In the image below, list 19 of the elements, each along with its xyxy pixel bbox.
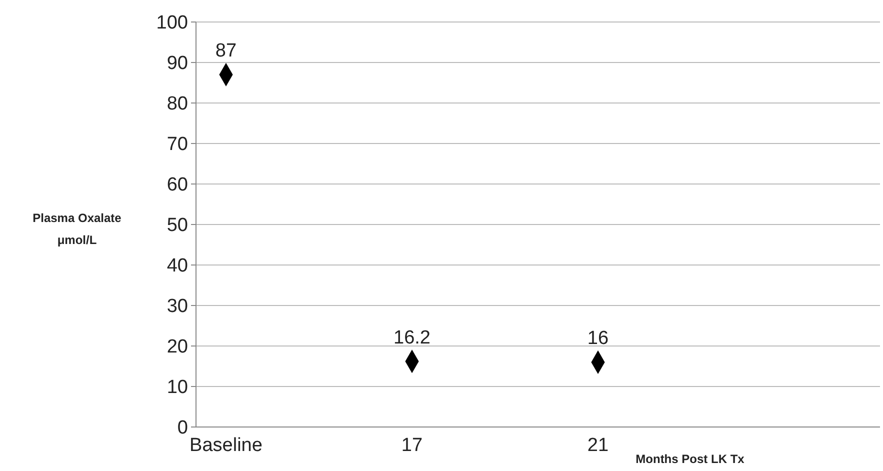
data-label: 16.2	[394, 327, 430, 348]
x-axis-title: Months Post LK Tx	[636, 452, 745, 466]
y-tick-label: 10	[166, 377, 188, 398]
x-tick-label: 17	[401, 435, 423, 456]
data-label: 16	[587, 328, 609, 350]
y-tick-label: 30	[166, 296, 188, 318]
y-tick-label: 90	[166, 53, 188, 74]
x-tick-label: Baseline	[190, 435, 262, 456]
y-tick-label: 60	[166, 174, 188, 196]
y-tick-label: 70	[166, 134, 188, 156]
y-tick-label: 50	[166, 215, 188, 236]
y-axis-title: Plasma Oxalate μmol/L	[32, 211, 122, 247]
y-tick-label: 20	[166, 336, 188, 358]
y-tick-label: 80	[166, 94, 188, 115]
y-tick-label: 100	[156, 12, 188, 34]
x-tick-label: 21	[587, 435, 609, 456]
y-tick-label: 40	[166, 256, 188, 277]
y-tick-label: 0	[177, 418, 188, 439]
data-label: 87	[215, 40, 237, 62]
